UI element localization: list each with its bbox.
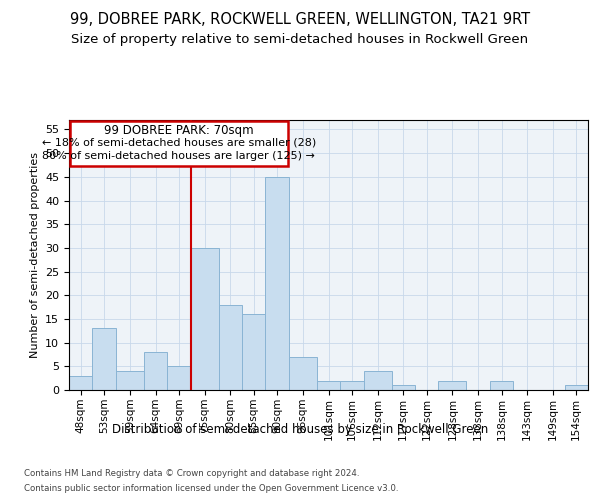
Bar <box>191 248 218 390</box>
Bar <box>265 177 289 390</box>
Bar <box>242 314 265 390</box>
Bar <box>144 352 167 390</box>
Text: 80% of semi-detached houses are larger (125) →: 80% of semi-detached houses are larger (… <box>43 151 316 161</box>
Bar <box>167 366 191 390</box>
Bar <box>364 371 392 390</box>
Bar <box>340 380 364 390</box>
Bar <box>116 371 144 390</box>
Text: Contains HM Land Registry data © Crown copyright and database right 2024.: Contains HM Land Registry data © Crown c… <box>24 469 359 478</box>
Y-axis label: Number of semi-detached properties: Number of semi-detached properties <box>29 152 40 358</box>
Text: 99, DOBREE PARK, ROCKWELL GREEN, WELLINGTON, TA21 9RT: 99, DOBREE PARK, ROCKWELL GREEN, WELLING… <box>70 12 530 28</box>
Bar <box>565 386 588 390</box>
Text: Contains public sector information licensed under the Open Government Licence v3: Contains public sector information licen… <box>24 484 398 493</box>
Bar <box>490 380 513 390</box>
Text: 99 DOBREE PARK: 70sqm: 99 DOBREE PARK: 70sqm <box>104 124 254 136</box>
Text: Distribution of semi-detached houses by size in Rockwell Green: Distribution of semi-detached houses by … <box>112 422 488 436</box>
Text: ← 18% of semi-detached houses are smaller (28): ← 18% of semi-detached houses are smalle… <box>42 138 316 148</box>
Bar <box>392 386 415 390</box>
Bar <box>218 304 242 390</box>
Bar <box>317 380 340 390</box>
Bar <box>92 328 116 390</box>
Bar <box>69 376 92 390</box>
Bar <box>70 121 288 166</box>
Bar <box>439 380 466 390</box>
Text: Size of property relative to semi-detached houses in Rockwell Green: Size of property relative to semi-detach… <box>71 32 529 46</box>
Bar <box>289 357 317 390</box>
